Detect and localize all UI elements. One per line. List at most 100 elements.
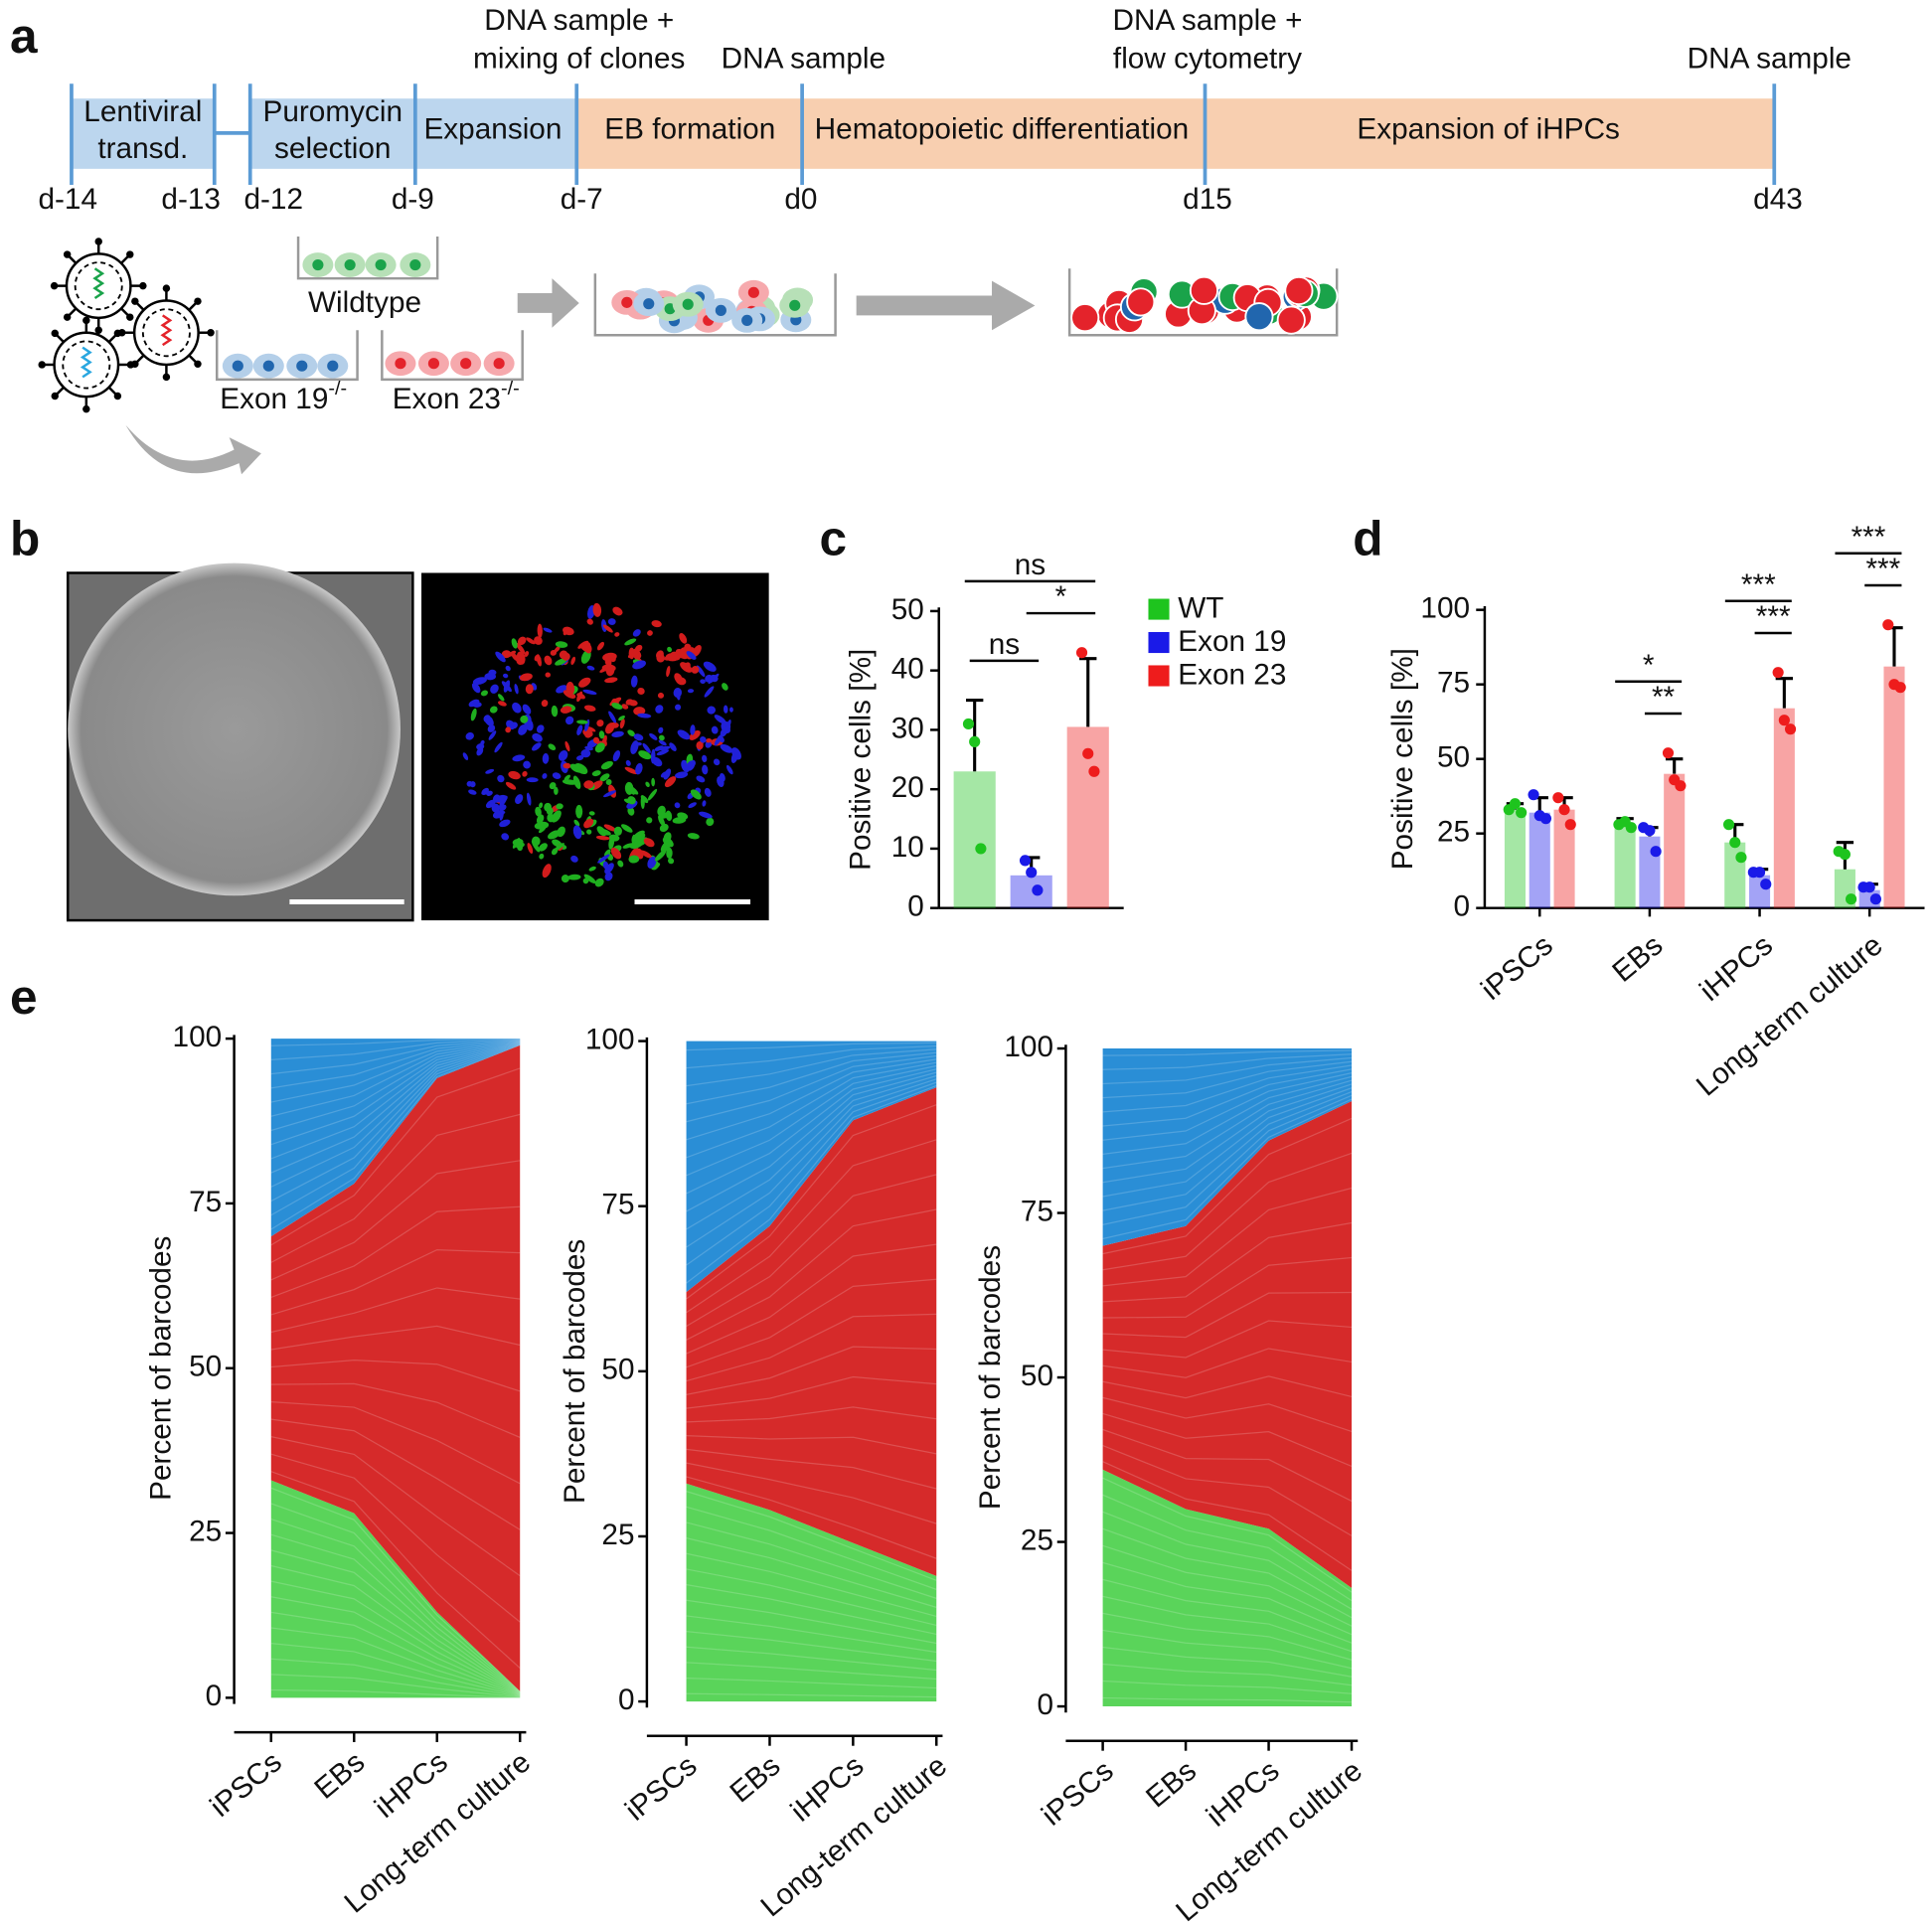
x-tick-label: iPSCs [204, 1745, 288, 1823]
error-bar [1775, 677, 1794, 709]
nucleus [747, 286, 759, 298]
area-streak [686, 1346, 937, 1395]
area-streak [686, 1058, 937, 1141]
fluorescence-cell [706, 738, 713, 743]
area-streak [270, 1039, 521, 1061]
dish [215, 330, 359, 382]
y-tick-label: 100 [1004, 1031, 1053, 1063]
panel-label: a [10, 8, 38, 64]
y-tick-label: 25 [189, 1515, 222, 1547]
stacked-area [270, 1480, 521, 1698]
bar [1664, 773, 1686, 908]
fluorescence-cell [586, 829, 592, 835]
fluorescence-cell [657, 805, 666, 817]
significance-label: ns [1015, 549, 1046, 581]
fluorescence-cell [654, 745, 664, 751]
fluorescence-cell [586, 618, 593, 625]
fluorescence-cell [677, 729, 691, 740]
fluorescence-cell [632, 629, 641, 637]
data-point [1019, 855, 1032, 867]
fluorescence-cell [667, 646, 673, 653]
area-streak [1102, 1595, 1353, 1653]
fluorescence-cell [609, 721, 619, 728]
fluorescence-cell [628, 855, 640, 864]
area-streak [686, 1208, 937, 1341]
day-label: d-12 [243, 183, 303, 216]
area-streak [686, 1599, 937, 1645]
fluorescence-cell [512, 754, 526, 762]
fluorescence-cell [527, 843, 534, 854]
area-streak [270, 1043, 521, 1216]
fluorescence-cell [612, 750, 621, 762]
fluorescence-cell [627, 806, 635, 816]
fluorescence-cell [640, 795, 645, 810]
fluorescence-cell [690, 789, 702, 800]
fluorescence-cell [498, 701, 507, 707]
virus-core [141, 308, 191, 358]
phase-label: EB formation [604, 112, 775, 145]
day-label: d-9 [392, 183, 434, 216]
fluorescence-cell [501, 833, 510, 841]
fluorescence-cell [691, 666, 700, 674]
fluorescence-cell [583, 780, 594, 789]
y-tick-label: 25 [1021, 1523, 1053, 1556]
fluorescence-cell [647, 856, 657, 869]
area-streak [686, 1084, 937, 1284]
fluorescence-cell [554, 786, 559, 795]
area-streak [270, 1041, 521, 1117]
fluorescence-cell [542, 752, 550, 764]
x-tick-label: EBs [724, 1749, 786, 1809]
fluorescence-cell [537, 623, 543, 638]
virus-knob [131, 297, 139, 305]
area-streak [1102, 1079, 1353, 1170]
fluorescence-cell [630, 675, 638, 688]
fluorescence-cell [570, 656, 576, 665]
dish-label-text: Exon 23 [393, 383, 501, 415]
sample-label: DNA sample [722, 43, 886, 76]
y-tick-label: 50 [601, 1354, 634, 1386]
area-streak [686, 1491, 937, 1581]
stacked-area [1102, 1048, 1353, 1246]
fluorescence-cell [539, 802, 544, 809]
area-streak [686, 1522, 937, 1599]
fluorescence-cell [594, 878, 604, 887]
fluorescence-cell [582, 689, 597, 696]
nucleus [395, 358, 406, 370]
fluorescence-cell [700, 736, 707, 743]
y-tick-label: 30 [891, 712, 924, 744]
y-tick-label: 0 [1037, 1688, 1053, 1721]
data-point [1026, 867, 1038, 879]
fluorescence-cell [539, 853, 545, 860]
fluorescence-cell [702, 800, 707, 807]
fluorescence-cell [658, 739, 667, 746]
fluorescence-cell [666, 847, 673, 860]
fluorescence-cell [538, 826, 547, 834]
fluorescence-cell [622, 843, 634, 849]
fluorescence-cell [604, 849, 611, 858]
panel-label: e [10, 969, 38, 1025]
fluorescence-cell [602, 861, 609, 870]
data-point [1644, 825, 1656, 837]
fluorescence-cell [526, 792, 532, 806]
fluorescence-cell [488, 730, 497, 740]
dish-label-sup: -/- [328, 378, 347, 400]
area-streak [1102, 1494, 1353, 1602]
fluorescence-cell [588, 866, 596, 872]
area-streak [686, 1081, 937, 1266]
fluorescence-cell [543, 627, 553, 633]
fluorescence-cell [643, 838, 655, 848]
data-point [1528, 789, 1539, 801]
fluorescence-cell [551, 810, 562, 823]
nucleus [409, 258, 421, 271]
fluorescence-cell [505, 781, 517, 790]
fluorescence-cell [599, 773, 610, 782]
fluorescence-cell [534, 636, 543, 645]
fluorescence-cell [603, 824, 617, 832]
fluorescence-cell [679, 633, 688, 644]
area-streak [270, 1627, 521, 1696]
stacked-area [686, 1087, 937, 1576]
fluorescence-cell [637, 713, 652, 719]
cell [1070, 303, 1100, 333]
y-tick-label: 100 [173, 1021, 223, 1053]
embryoid-body [68, 562, 401, 896]
